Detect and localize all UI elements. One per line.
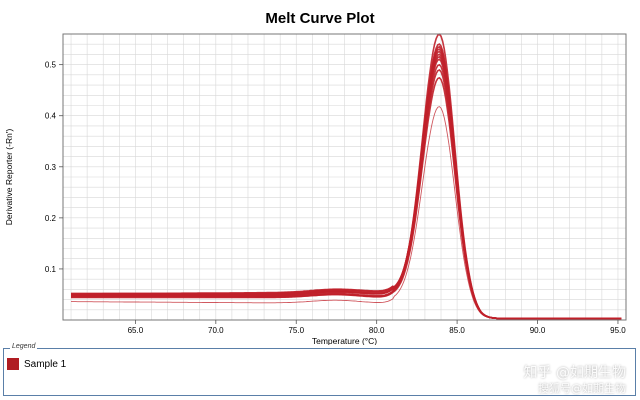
melt-curve-series (71, 63, 622, 320)
y-tick-label: 0.5 (45, 61, 57, 70)
x-tick-label: 95.0 (610, 326, 626, 335)
chart-title: Melt Curve Plot (265, 10, 374, 27)
melt-curve-chart: Melt Curve Plot 65.0 70.0 75.0 80.0 85.0 90.0… (4, 10, 627, 345)
x-tick-label: 90.0 (530, 326, 546, 335)
legend-caption: Legend (10, 343, 38, 350)
melt-curves (70, 33, 622, 320)
melt-curve-series (71, 50, 622, 320)
y-tick-label: 0.1 (45, 265, 57, 274)
x-tick-label: 80.0 (369, 326, 385, 335)
y-tick-label: 0.2 (45, 214, 57, 223)
axis-ticks: 65.0 70.0 75.0 80.0 85.0 90.0 95.0 0.1 0.2 0.3 0.4… (45, 61, 626, 335)
melt-curve-series (71, 76, 622, 320)
melt-curve-series (71, 45, 622, 320)
x-axis-label: Temperature (°C) (312, 336, 377, 345)
melt-curve-series (71, 69, 622, 320)
plot-frame (62, 33, 627, 321)
x-tick-label: 65.0 (128, 326, 144, 335)
x-tick-label: 85.0 (449, 326, 465, 335)
x-tick-label: 75.0 (288, 326, 304, 335)
legend-panel: Legend Sample 1 (3, 343, 636, 396)
melt-curve-series (71, 33, 622, 320)
y-tick-label: 0.4 (45, 112, 57, 121)
grid-lines (63, 34, 626, 320)
legend-label: Sample 1 (24, 358, 67, 370)
watermark-zhihu: 知乎 @如期生物 (523, 365, 626, 381)
legend-swatch (7, 358, 19, 370)
melt-curve-series (71, 58, 622, 320)
y-tick-label: 0.3 (45, 163, 57, 172)
x-tick-label: 70.0 (208, 326, 224, 335)
y-axis-label: Derivative Reporter (-Rn') (4, 129, 14, 226)
legend-item-sample-1[interactable]: Sample 1 (7, 358, 66, 370)
watermark-sohu: 搜狐号@如期生物 (538, 382, 626, 395)
melt-curve-series (71, 48, 622, 320)
melt-curve-series (71, 106, 622, 319)
